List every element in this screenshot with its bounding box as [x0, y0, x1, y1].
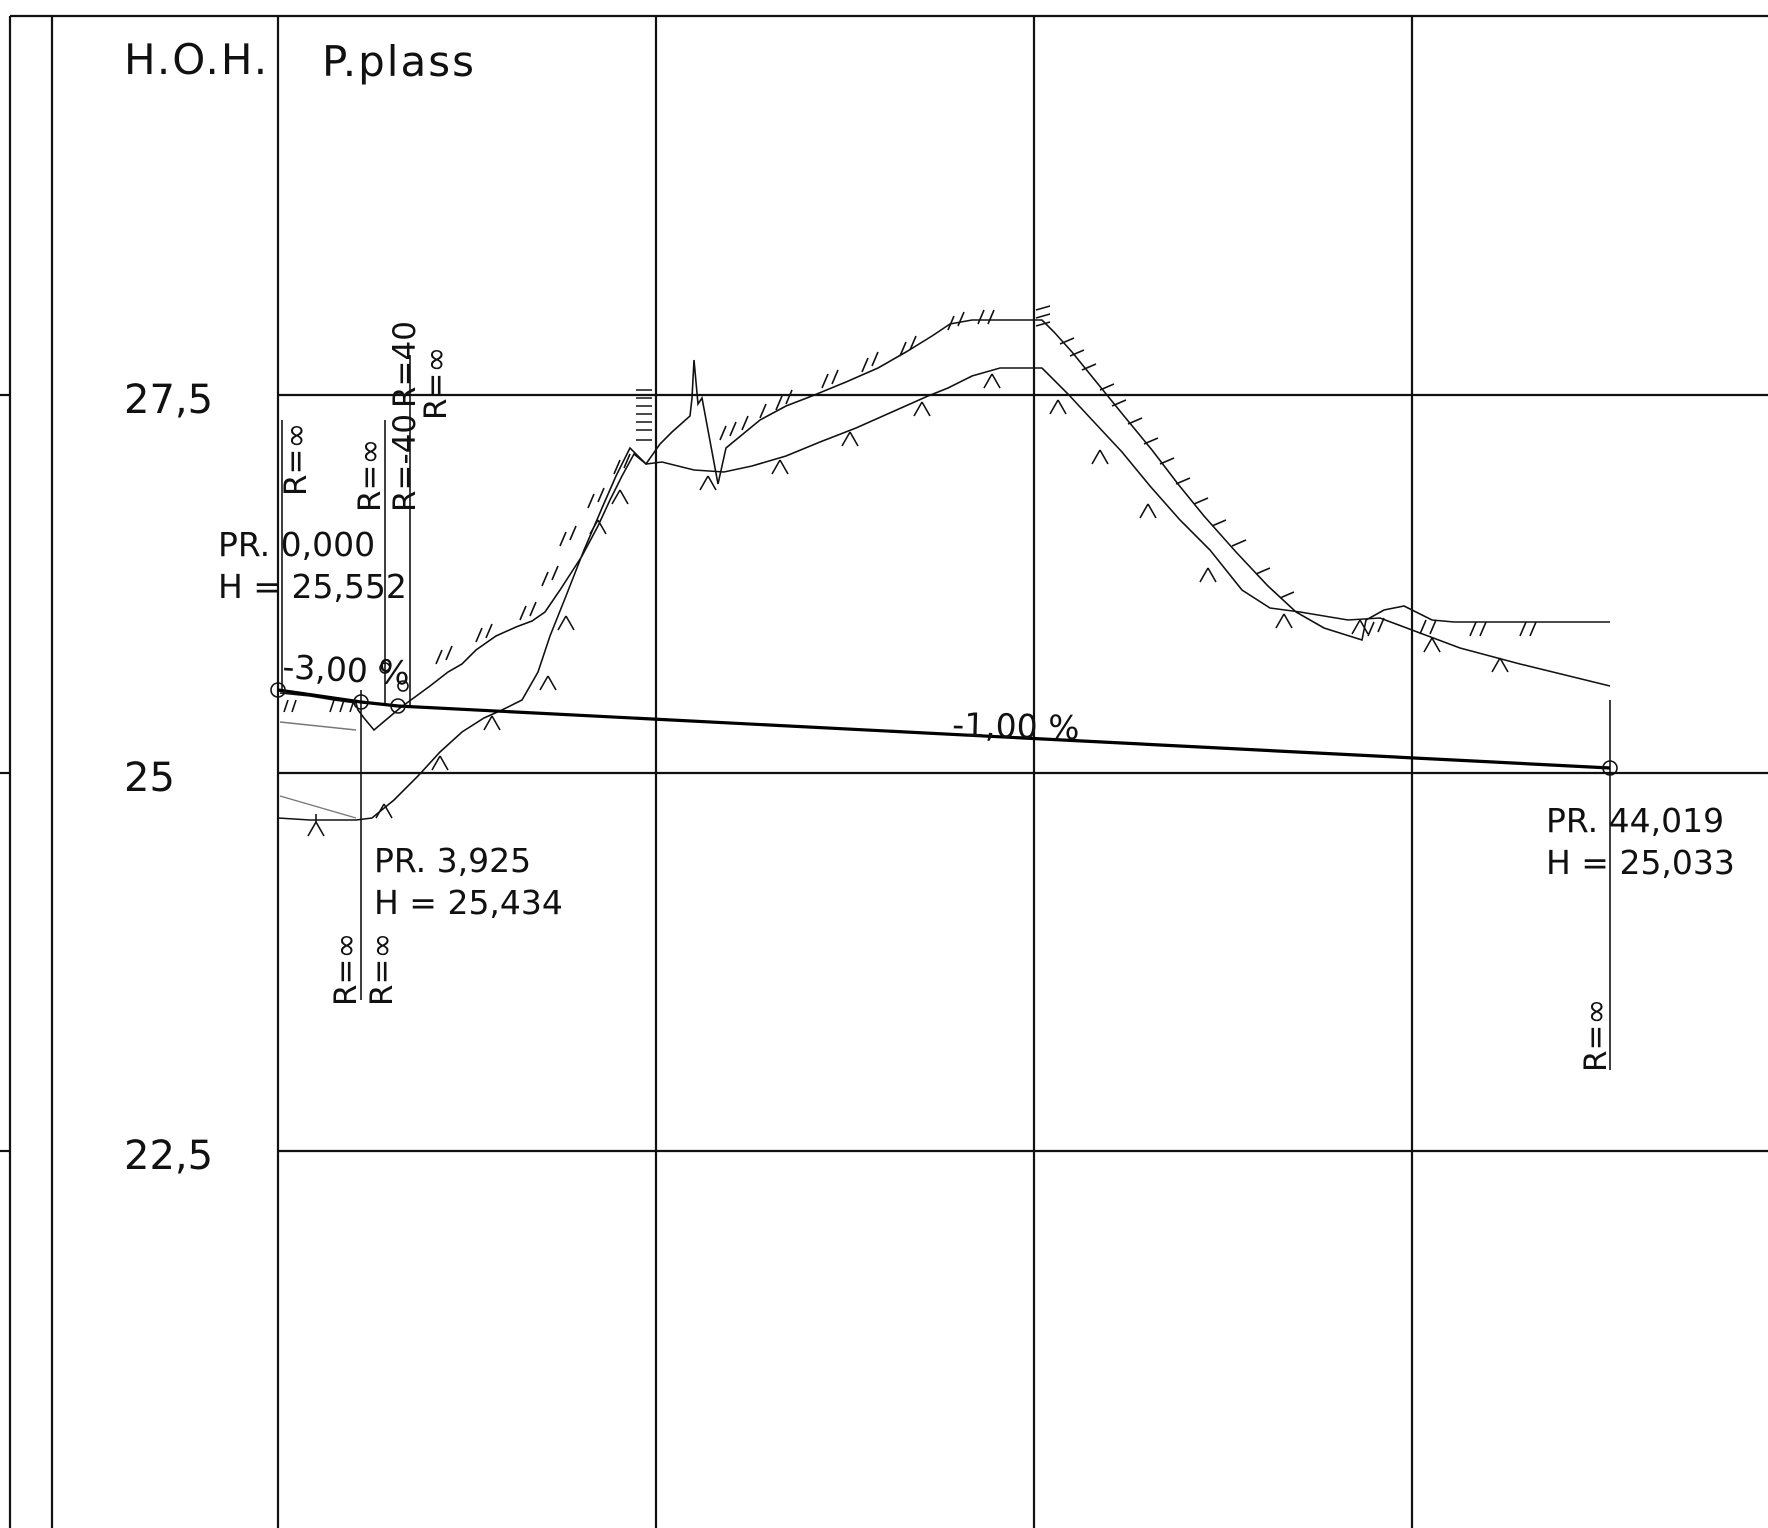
grade-line: [277, 688, 1611, 770]
elevation-column-label: H.O.H.: [124, 35, 269, 84]
chainage-label: PR. 0,000: [218, 525, 375, 564]
chainage-label: PR. 44,019: [1546, 801, 1724, 840]
radius-label: R=40: [387, 321, 423, 408]
grade-label: -3,00 %: [282, 647, 411, 693]
drawing-frame: [0, 14, 1768, 1528]
curve-point-marker: [379, 662, 391, 674]
existing-terrain-line: [279, 319, 1610, 732]
radius-label: R=∞: [364, 933, 400, 1006]
elevation-label: H = 25,552: [218, 567, 407, 606]
elevation-tick-label: 25: [124, 755, 175, 801]
elevation-label: H = 25,434: [374, 883, 563, 922]
radius-label: R=∞: [352, 439, 388, 512]
slope-hatching: [283, 305, 1537, 713]
radius-label: R=∞: [1578, 999, 1614, 1072]
radius-label: R=∞: [418, 347, 454, 420]
chainage-label: PR. 3,925: [374, 841, 531, 880]
lower-terrain-line: [277, 367, 1611, 821]
curve-point-marker: [397, 680, 409, 692]
pavement-layers: [279, 721, 357, 819]
elevation-label: H = 25,033: [1546, 843, 1735, 882]
radius-label: R=-40: [387, 414, 423, 512]
profile-point-marker[interactable]: [390, 698, 406, 714]
station-lines: [281, 355, 1611, 1070]
elevation-tick-label: 22,5: [124, 1133, 213, 1179]
drawing-title: P.plass: [322, 37, 476, 86]
profile-point-marker[interactable]: [270, 682, 286, 698]
elevation-tick-label: 27,5: [124, 377, 213, 423]
fill-symbols: [307, 373, 1509, 837]
radius-label: R=∞: [328, 933, 364, 1006]
grid: [276, 16, 1768, 1528]
radius-label: R=∞: [278, 423, 314, 496]
profile-point-marker[interactable]: [353, 694, 369, 710]
grade-label: -1,00 %: [952, 705, 1080, 747]
profile-point-marker[interactable]: [1602, 760, 1618, 776]
